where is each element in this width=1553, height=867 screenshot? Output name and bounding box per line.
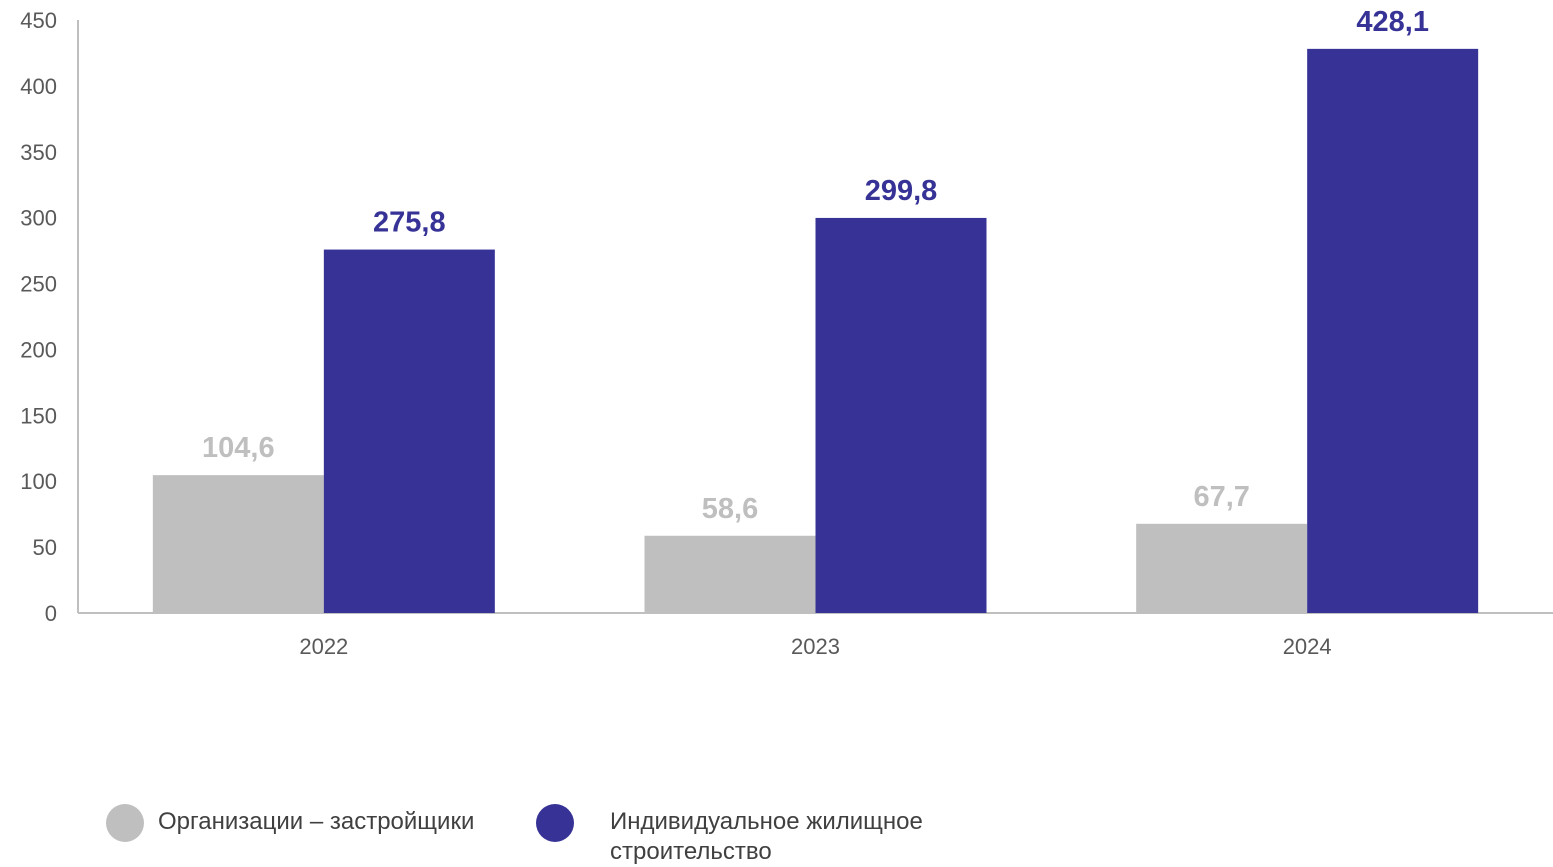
bar-developers-2023 (644, 535, 816, 613)
bars (152, 48, 1479, 614)
y-tick-label: 250 (20, 272, 57, 297)
data-label-developers-2024: 67,7 (1193, 481, 1249, 513)
bar-developers-2024 (1136, 523, 1308, 613)
y-tick-label: 400 (20, 74, 57, 99)
x-tick-label: 2024 (1283, 634, 1332, 659)
legend-item-individual-housing: Индивидуальное жилищное строительство (536, 804, 990, 867)
legend-swatch-developers (106, 804, 144, 842)
legend: Организации – застройщики Индивидуальное… (106, 804, 1106, 867)
y-tick-label: 300 (20, 206, 57, 231)
data-label-individual-housing-2023: 299,8 (865, 175, 938, 207)
bar-individual-housing-2022 (323, 249, 495, 613)
x-tick-label: 2023 (791, 634, 840, 659)
y-tick-label: 450 (20, 8, 57, 33)
bar-developers-2022 (152, 475, 324, 613)
y-tick-label: 0 (45, 601, 57, 626)
x-tick-label: 2022 (299, 634, 348, 659)
data-label-developers-2022: 104,6 (202, 432, 275, 464)
x-tick-labels: 2022 2023 2024 (299, 634, 1331, 659)
y-tick-label: 50 (33, 535, 57, 560)
y-tick-label: 100 (20, 469, 57, 494)
bar-individual-housing-2023 (815, 217, 987, 613)
bar-individual-housing-2024 (1307, 48, 1479, 614)
data-label-developers-2023: 58,6 (702, 493, 758, 525)
legend-item-developers: Организации – застройщики (106, 804, 518, 842)
y-tick-label: 200 (20, 337, 57, 362)
legend-swatch-individual-housing (536, 804, 574, 842)
legend-label-individual-housing: Индивидуальное жилищное строительство (610, 808, 923, 865)
data-label-individual-housing-2022: 275,8 (373, 207, 446, 239)
data-labels: 104,6 275,8 58,6 299,8 67,7 428,1 (202, 6, 1429, 525)
y-tick-labels: 0 50 100 150 200 250 300 350 400 450 (20, 8, 57, 626)
y-tick-label: 150 (20, 403, 57, 428)
y-tick-label: 350 (20, 140, 57, 165)
data-label-individual-housing-2024: 428,1 (1356, 6, 1429, 38)
legend-label-developers: Организации – застройщики (158, 808, 475, 835)
